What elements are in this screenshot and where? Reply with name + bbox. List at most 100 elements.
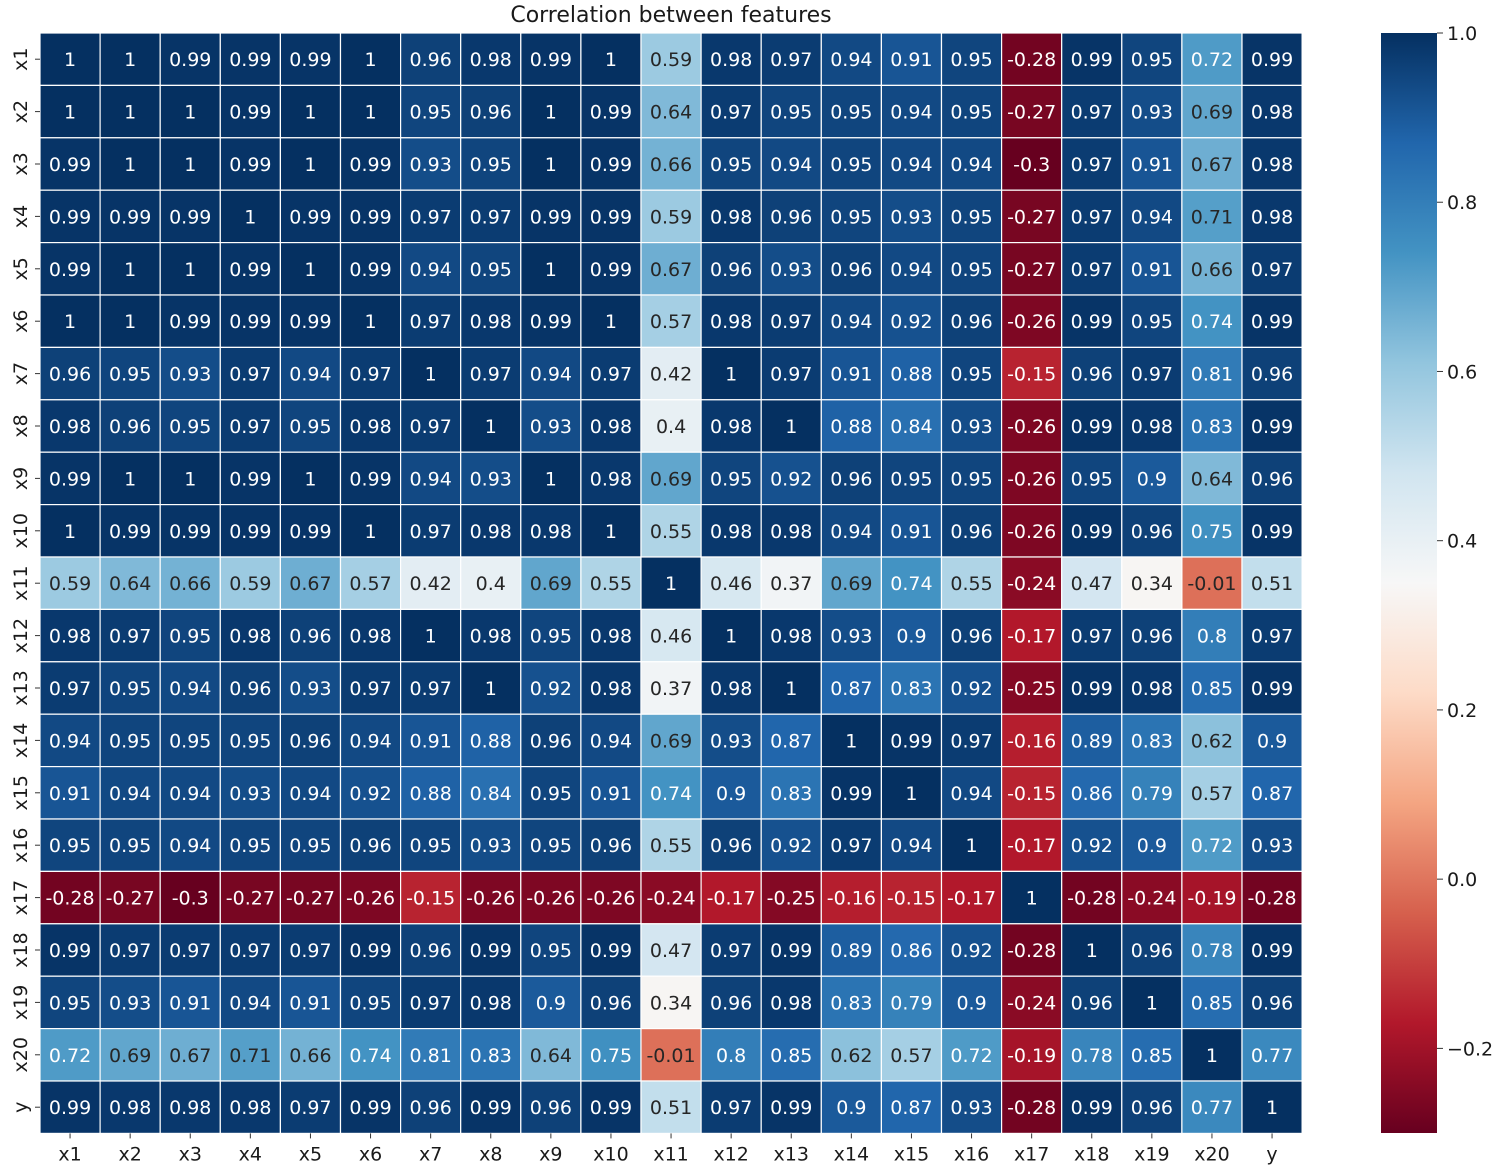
heatmap-cell-x4-x13 [760, 189, 822, 244]
cell-value-x15-x7: 0.88 [409, 783, 451, 805]
heatmap-cell-x8-x9 [520, 399, 582, 453]
cell-value-x20-x4: 0.71 [229, 1045, 271, 1067]
heatmap-cell-x8-x1 [39, 399, 101, 453]
heatmap-cell-x5-x13 [760, 242, 822, 296]
cell-value-x1-x4: 0.99 [229, 49, 271, 71]
cell-value-x4-x11: 0.59 [650, 206, 692, 228]
heatmap-cell-x15-x16 [940, 765, 1003, 820]
cell-value-x12-x17: -0.17 [1007, 626, 1056, 648]
cell-value-x15-x3: 0.94 [169, 783, 211, 805]
cell-value-x8-x6: 0.98 [349, 416, 391, 438]
cell-value-x5-x3: 1 [184, 259, 196, 281]
cell-value-x5-x18: 0.97 [1071, 259, 1113, 281]
heatmap-cell-x20-x16 [940, 1027, 1003, 1082]
cell-value-x19-x5: 0.91 [289, 992, 331, 1014]
cell-value-x14-x13: 0.87 [770, 730, 812, 752]
cell-value-x14-x18: 0.89 [1071, 730, 1113, 752]
heatmap-cell-x18-x4 [219, 923, 282, 977]
heatmap-cell-x4-x18 [1061, 189, 1123, 244]
cell-value-x10-x4: 0.99 [229, 521, 271, 543]
heatmap-cell-x20-x19 [1121, 1027, 1183, 1082]
heatmap-cell-x14-x18 [1061, 713, 1123, 768]
heatmap-cell-x15-x11 [640, 765, 702, 820]
cell-value-x7-x20: 0.81 [1191, 364, 1233, 386]
cell-value-x17-x2: -0.27 [106, 888, 155, 910]
cell-value-x2-y: 0.98 [1251, 102, 1293, 124]
cell-value-x15-x18: 0.86 [1071, 783, 1113, 805]
cell-value-x16-x7: 0.95 [409, 835, 451, 857]
cell-value-x11-x17: -0.24 [1007, 573, 1056, 595]
heatmap-cell-x1-x14 [820, 32, 882, 87]
heatmap-cell-x4-x6 [339, 189, 402, 244]
cell-value-x13-x7: 0.97 [409, 678, 451, 700]
cell-value-x6-x17: -0.26 [1007, 311, 1056, 333]
cell-value-x14-x5: 0.96 [289, 730, 331, 752]
cell-value-x17-x13: -0.25 [767, 888, 816, 910]
heatmap-cell-x19-x19 [1121, 975, 1183, 1030]
x-tick-label-x5: x5 [299, 1143, 322, 1165]
cell-value-x20-x7: 0.81 [409, 1045, 451, 1067]
cell-value-x10-y: 0.99 [1251, 521, 1293, 543]
heatmap-cell-x13-x17 [1000, 661, 1063, 715]
cell-value-x18-x6: 0.99 [349, 940, 391, 962]
cell-value-x7-x15: 0.88 [890, 364, 932, 386]
heatmap-cell-x17-x9 [520, 870, 582, 925]
cell-value-x5-x14: 0.96 [830, 259, 872, 281]
cell-value-x14-y: 0.9 [1257, 730, 1287, 752]
heatmap-cell-x15-x6 [339, 765, 402, 820]
cell-value-x18-x15: 0.86 [890, 940, 932, 962]
heatmap-cell-x7-x6 [339, 346, 402, 401]
cell-value-x7-x8: 0.97 [470, 364, 512, 386]
cell-value-x18-x10: 0.99 [590, 940, 632, 962]
cell-value-x9-x11: 0.69 [650, 468, 692, 490]
x-tick-label-x16: x16 [954, 1143, 989, 1165]
cell-value-x11-x13: 0.37 [770, 573, 812, 595]
heatmap-cell-x10-x8 [460, 504, 522, 558]
cell-value-x8-x16: 0.93 [950, 416, 992, 438]
heatmap-cell-x1-x10 [580, 32, 642, 87]
cell-value-x9-y: 0.96 [1251, 468, 1293, 490]
cell-value-x2-x7: 0.95 [409, 102, 451, 124]
heatmap-cell-x4-x15 [880, 189, 943, 244]
cell-value-x12-x15: 0.9 [896, 626, 926, 648]
cell-value-x19-x14: 0.83 [830, 992, 872, 1014]
cell-value-x19-x1: 0.95 [49, 992, 91, 1014]
x-tick-label-x2: x2 [118, 1143, 141, 1165]
heatmap-cell-x16-x8 [460, 818, 522, 873]
cell-value-y-x8: 0.99 [470, 1097, 512, 1119]
cell-value-x12-x9: 0.95 [530, 626, 572, 648]
cell-value-x6-x3: 0.99 [169, 311, 211, 333]
cell-value-x9-x10: 0.98 [590, 468, 632, 490]
x-tick-label-x4: x4 [239, 1143, 262, 1165]
heatmap-cell-x10-y [1241, 504, 1303, 558]
y-tick-label-x9: x9 [10, 467, 32, 490]
cell-value-y-x2: 0.98 [109, 1097, 151, 1119]
heatmap-cell-x9-y [1241, 451, 1303, 506]
cell-value-x14-x20: 0.62 [1191, 730, 1233, 752]
heatmap-cell-x4-x12 [700, 189, 762, 244]
cell-value-y-x18: 0.99 [1071, 1097, 1113, 1119]
cell-value-x2-x14: 0.95 [830, 102, 872, 124]
cell-value-x7-x13: 0.97 [770, 364, 812, 386]
cell-value-x7-x17: -0.15 [1007, 364, 1056, 386]
heatmap-cell-y-x12 [700, 1080, 762, 1135]
cell-value-x18-x4: 0.97 [229, 940, 271, 962]
heatmap-cell-x3-x4 [219, 137, 282, 191]
cell-value-x8-x10: 0.98 [590, 416, 632, 438]
heatmap-cell-labels: 1 1 0.99 0.99 0.99 1 0.96 0.98 0.99 1 0.59 0.98 0.97… [45, 49, 1296, 1119]
heatmap-cell-x6-x7 [400, 294, 462, 349]
heatmap-cell-x4-y [1241, 189, 1303, 244]
heatmap-cell-x12-x4 [219, 608, 282, 663]
heatmap-cell-x14-y [1241, 713, 1303, 768]
heatmap-cell-x18-x5 [279, 923, 342, 977]
heatmap-cell-x20-x6 [339, 1027, 402, 1082]
heatmap-cell-x13-x8 [460, 661, 522, 715]
heatmap-cell-x12-x1 [39, 608, 101, 663]
heatmap-cell-x14-x5 [279, 713, 342, 768]
cell-value-x13-x15: 0.83 [890, 678, 932, 700]
cell-value-x13-x17: -0.25 [1007, 678, 1056, 700]
cell-value-x11-x6: 0.57 [349, 573, 391, 595]
heatmap-cell-x2-x18 [1061, 84, 1123, 139]
cell-value-x6-x4: 0.99 [229, 311, 271, 333]
cell-value-x6-x11: 0.57 [650, 311, 692, 333]
